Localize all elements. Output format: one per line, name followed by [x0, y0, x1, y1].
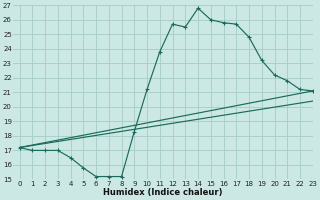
X-axis label: Humidex (Indice chaleur): Humidex (Indice chaleur)	[103, 188, 223, 197]
